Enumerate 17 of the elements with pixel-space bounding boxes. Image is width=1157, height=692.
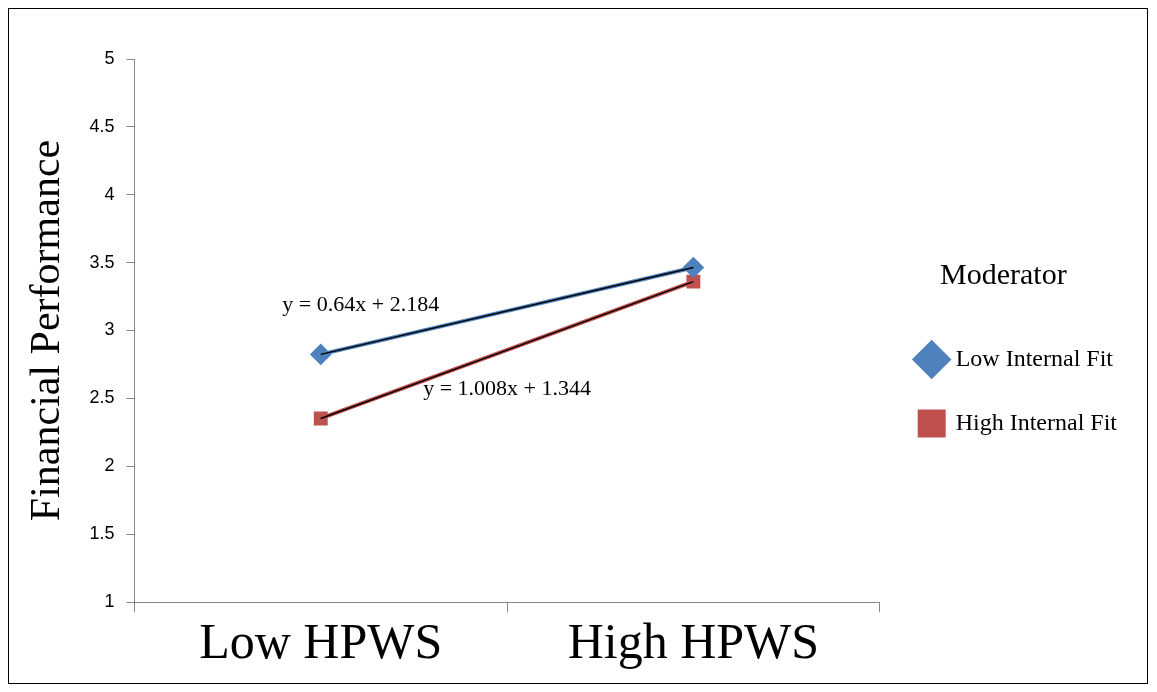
y-tick-label: 1.5 (89, 523, 115, 544)
y-tick-label: 1 (104, 590, 115, 611)
y-tick-label: 2 (104, 455, 115, 476)
legend-title: Moderator (940, 257, 1067, 291)
y-axis-title: Financial Performance (22, 139, 69, 522)
x-tick-label: High HPWS (567, 613, 820, 670)
y-tick-label: 4.5 (89, 115, 115, 136)
y-tick-label: 2.5 (89, 387, 115, 408)
annotation: y = 0.64x + 2.184 (282, 291, 440, 317)
x-tick-label: Low HPWS (199, 613, 443, 670)
annotation: y = 1.008x + 1.344 (423, 374, 591, 400)
y-tick-label: 3 (104, 319, 115, 340)
y-tick-label: 5 (104, 47, 115, 68)
legend-label: High Internal Fit (955, 408, 1118, 435)
y-tick-label: 3.5 (89, 251, 115, 272)
y-tick-label: 4 (104, 183, 115, 204)
legend-label: Low Internal Fit (955, 344, 1114, 371)
